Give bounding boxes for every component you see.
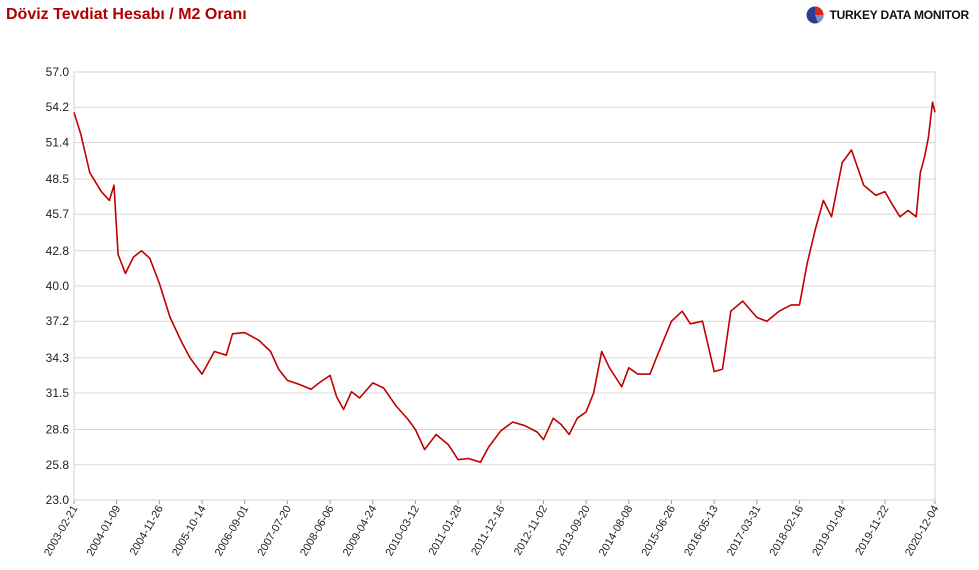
brand-name: TURKEY DATA MONITOR xyxy=(829,8,969,22)
y-tick-label: 54.2 xyxy=(46,100,70,114)
y-tick-label: 48.5 xyxy=(46,172,70,186)
x-tick-label: 2016-05-13 xyxy=(682,504,721,559)
x-tick-label: 2004-01-09 xyxy=(85,504,124,559)
x-tick-label: 2019-11-22 xyxy=(853,504,891,558)
x-tick-label: 2015-06-26 xyxy=(640,504,679,559)
y-tick-label: 45.7 xyxy=(46,207,70,221)
y-tick-label: 25.8 xyxy=(46,458,70,472)
x-tick-label: 2011-01-28 xyxy=(427,504,465,558)
x-tick-label: 2003-02-21 xyxy=(42,504,81,559)
x-tick-label: 2007-07-20 xyxy=(255,504,294,559)
x-tick-label: 2013-09-20 xyxy=(554,504,593,559)
x-tick-label: 2006-09-01 xyxy=(213,504,252,559)
brand-logo[interactable]: TURKEY DATA MONITOR xyxy=(806,6,969,24)
x-tick-label: 2011-12-16 xyxy=(469,504,507,558)
x-tick-label: 2010-03-12 xyxy=(383,504,422,559)
x-tick-label: 2017-03-31 xyxy=(725,504,764,559)
x-tick-label: 2004-11-26 xyxy=(128,504,166,558)
y-tick-label: 40.0 xyxy=(46,279,70,293)
x-tick-label: 2005-10-14 xyxy=(170,504,209,559)
y-tick-label: 57.0 xyxy=(46,65,70,79)
series-line xyxy=(73,101,936,463)
x-tick-label: 2019-01-04 xyxy=(810,504,849,559)
x-axis-ticks: 2003-02-21 2004-01-09 2004-11-26 2005-10-14… xyxy=(42,500,942,558)
y-tick-label: 31.5 xyxy=(46,386,70,400)
y-axis-ticks: 57.0 54.2 51.4 48.5 45.7 42.8 40.0 37.2 34.3 31.5… xyxy=(46,65,70,507)
y-tick-label: 42.8 xyxy=(46,244,70,258)
plot-area-border xyxy=(73,71,936,501)
x-tick-label: 2014-08-08 xyxy=(597,504,636,559)
x-tick-label: 2012-11-02 xyxy=(512,504,550,558)
y-tick-label: 28.6 xyxy=(46,423,70,437)
y-tick-label: 51.4 xyxy=(46,135,70,149)
x-tick-label: 2018-02-16 xyxy=(768,504,807,559)
y-tick-label: 23.0 xyxy=(46,493,70,507)
pie-globe-icon xyxy=(806,6,824,24)
grid-lines xyxy=(74,71,935,501)
x-tick-label: 2008-06-06 xyxy=(298,504,337,559)
chart-title: Döviz Tevdiat Hesabı / M2 Oranı xyxy=(6,6,247,23)
x-tick-label: 2009-04-24 xyxy=(341,504,380,559)
y-tick-label: 34.3 xyxy=(46,351,70,365)
y-tick-label: 37.2 xyxy=(46,314,70,328)
x-tick-label: 2020-12-04 xyxy=(903,504,942,559)
